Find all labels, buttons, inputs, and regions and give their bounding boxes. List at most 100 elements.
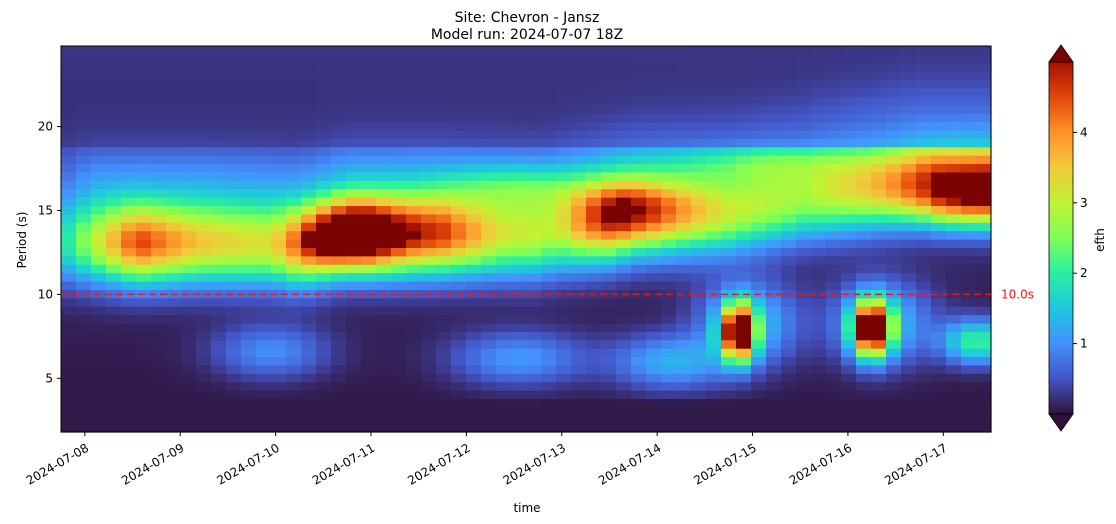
heatmap-cell [661, 339, 677, 349]
heatmap-cell [361, 255, 377, 265]
heatmap-cell [226, 239, 242, 248]
heatmap-cell [121, 180, 137, 190]
heatmap-cell [901, 406, 917, 416]
heatmap-cell [166, 155, 182, 165]
heatmap-cell [541, 356, 557, 366]
heatmap-cell [196, 138, 212, 148]
heatmap-cell [136, 155, 152, 165]
heatmap-cell [721, 205, 737, 215]
heatmap-cell [676, 406, 692, 416]
heatmap-cell [946, 180, 962, 190]
heatmap-cell [976, 180, 992, 190]
heatmap-cell [271, 239, 287, 248]
heatmap-cell [481, 163, 497, 173]
heatmap-cell [736, 79, 752, 89]
heatmap-cell [721, 423, 737, 433]
heatmap-cell [931, 280, 947, 290]
heatmap-cell [166, 390, 182, 400]
heatmap-cell [346, 213, 362, 223]
heatmap-cell [196, 297, 212, 307]
heatmap-cell [736, 155, 752, 165]
heatmap-cell [691, 121, 707, 131]
heatmap-cell [901, 297, 917, 307]
heatmap-cell [241, 415, 257, 425]
heatmap-cell [256, 339, 272, 349]
heatmap-cell [871, 331, 887, 341]
heatmap-cell [406, 213, 422, 223]
heatmap-cell [391, 87, 407, 97]
heatmap-cell [496, 129, 512, 139]
heatmap-cell [871, 255, 887, 265]
heatmap-cell [826, 79, 842, 89]
heatmap-cell [976, 188, 992, 198]
heatmap-cell [91, 239, 107, 248]
heatmap-cell [841, 373, 857, 383]
heatmap-cell [436, 406, 452, 416]
heatmap-cell [676, 62, 692, 72]
heatmap-cell [436, 129, 452, 139]
heatmap-cell [226, 230, 242, 240]
heatmap-cell [136, 381, 152, 391]
heatmap-cell [556, 197, 572, 207]
heatmap-cell [436, 213, 452, 223]
heatmap-cell [736, 306, 752, 316]
heatmap-cell [706, 113, 722, 123]
heatmap-cell [706, 255, 722, 265]
heatmap-cell [211, 96, 227, 106]
heatmap-cell [721, 163, 737, 173]
heatmap-cell [91, 71, 107, 81]
heatmap-cell [886, 54, 902, 64]
heatmap-cell [166, 415, 182, 425]
heatmap-cell [721, 364, 737, 374]
heatmap-cell [301, 348, 317, 358]
heatmap-cell [976, 255, 992, 265]
heatmap-cell [526, 356, 542, 366]
heatmap-cell [631, 155, 647, 165]
heatmap-cell [916, 129, 932, 139]
heatmap-cell [661, 104, 677, 114]
heatmap-cell [706, 188, 722, 198]
heatmap-cell [811, 121, 827, 131]
heatmap-cell [406, 348, 422, 358]
heatmap-cell [331, 280, 347, 290]
heatmap-cell [331, 113, 347, 123]
heatmap-cell [346, 146, 362, 156]
heatmap-cell [481, 62, 497, 72]
heatmap-cell [211, 213, 227, 223]
heatmap-cell [76, 415, 92, 425]
heatmap-cell [856, 230, 872, 240]
heatmap-cell [391, 222, 407, 232]
heatmap-cell [601, 222, 617, 232]
heatmap-cell [616, 146, 632, 156]
heatmap-cell [361, 306, 377, 316]
heatmap-cell [481, 180, 497, 190]
heatmap-cell [496, 381, 512, 391]
heatmap-cell [376, 272, 392, 282]
heatmap-cell [676, 129, 692, 139]
heatmap-cell [976, 272, 992, 282]
heatmap-cell [391, 247, 407, 257]
heatmap-cell [676, 96, 692, 106]
heatmap-cell [241, 121, 257, 131]
heatmap-cell [946, 423, 962, 433]
heatmap-cell [856, 364, 872, 374]
heatmap-cell [406, 390, 422, 400]
heatmap-cell [646, 348, 662, 358]
heatmap-cell [676, 423, 692, 433]
heatmap-cell [886, 280, 902, 290]
heatmap-cell [481, 339, 497, 349]
heatmap-cell [451, 247, 467, 257]
heatmap-cell [646, 54, 662, 64]
heatmap-cell [106, 79, 122, 89]
heatmap-cell [691, 381, 707, 391]
heatmap-cell [406, 71, 422, 81]
heatmap-cell [91, 364, 107, 374]
heatmap-cell [586, 138, 602, 148]
heatmap-cell [256, 46, 272, 55]
heatmap-cell [496, 339, 512, 349]
heatmap-cell [376, 46, 392, 55]
heatmap-cell [496, 96, 512, 106]
heatmap-cell [496, 171, 512, 181]
heatmap-cell [226, 415, 242, 425]
